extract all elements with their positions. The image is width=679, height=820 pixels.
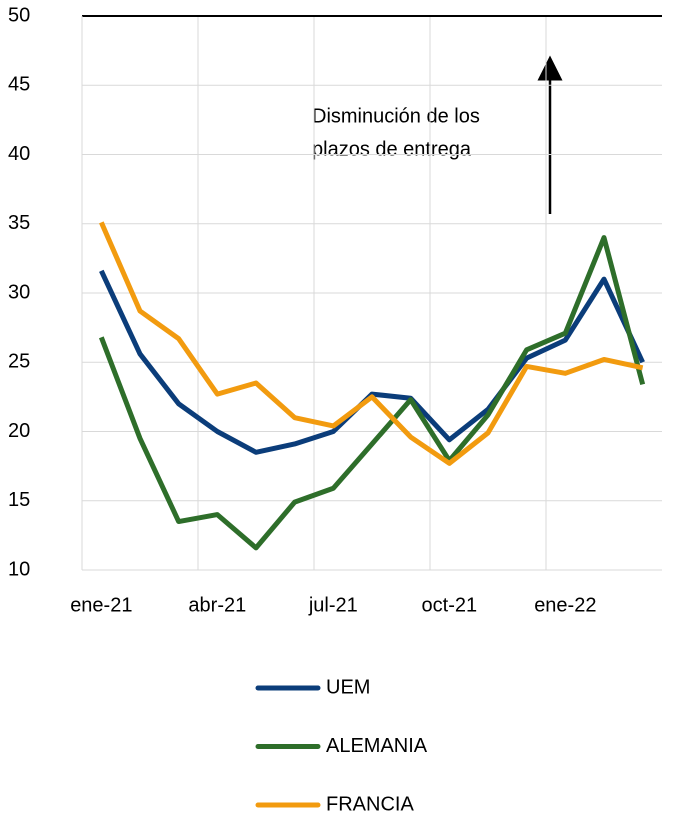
legend-label: UEM	[326, 676, 370, 698]
y-tick-label: 35	[8, 212, 30, 234]
y-tick-label: 40	[8, 143, 30, 165]
y-tick-label: 10	[8, 558, 30, 580]
x-tick-label: jul-21	[308, 594, 358, 616]
y-tick-label: 15	[8, 489, 30, 511]
line-series	[99, 269, 645, 455]
y-tick-label: 50	[8, 4, 30, 26]
legend-label: FRANCIA	[326, 793, 414, 815]
annotation: Disminución de los	[312, 105, 480, 127]
annotation: plazos de entrega	[312, 138, 472, 160]
line-series	[99, 221, 644, 466]
x-tick-label: ene-21	[70, 594, 132, 616]
legend-label: ALEMANIA	[326, 735, 428, 757]
y-tick-label: 45	[8, 74, 30, 96]
x-tick-label: oct-21	[422, 594, 478, 616]
x-tick-label: abr-21	[188, 594, 246, 616]
y-tick-label: 20	[8, 420, 30, 442]
y-tick-label: 30	[8, 281, 30, 303]
line-series	[98, 235, 646, 551]
y-tick-label: 25	[8, 351, 30, 373]
x-tick-label: ene-22	[534, 594, 596, 616]
